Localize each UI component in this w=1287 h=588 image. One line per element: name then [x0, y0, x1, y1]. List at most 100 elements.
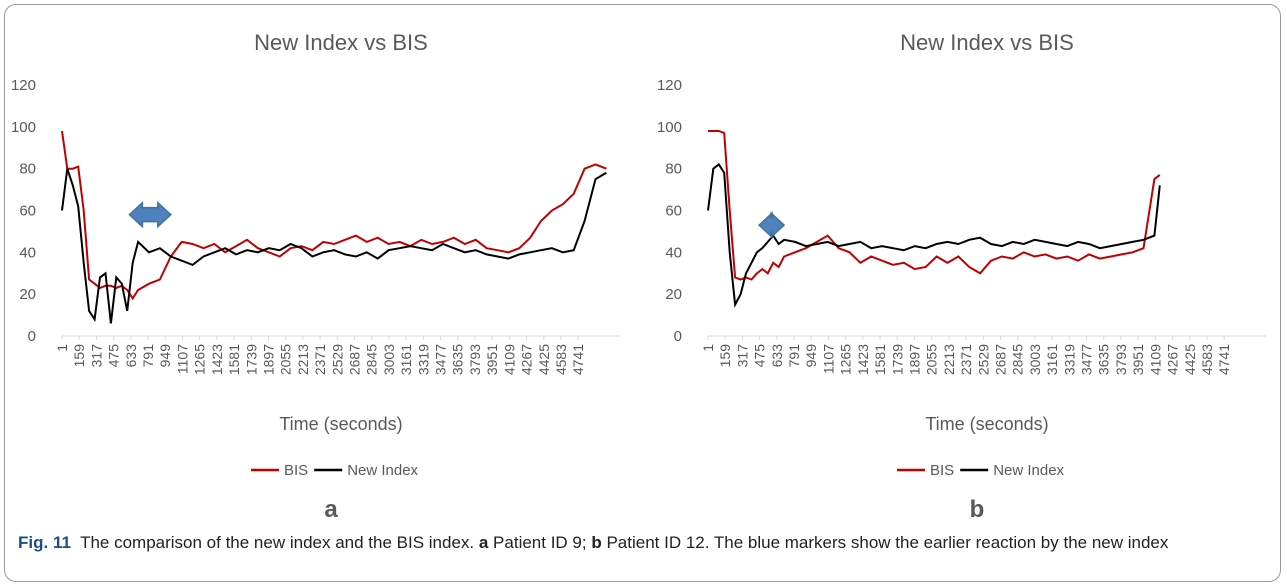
y-tick-label: 0	[28, 328, 36, 345]
y-tick-label: 80	[665, 161, 682, 178]
legend-label: BIS	[284, 462, 308, 479]
x-tick-label: 791	[786, 344, 802, 368]
x-tick-label: 4741	[570, 344, 586, 375]
x-tick-label: 4741	[1216, 344, 1232, 375]
x-tick-label: 475	[106, 344, 122, 368]
x-tick-label: 1265	[192, 344, 208, 375]
x-tick-label: 3161	[1044, 344, 1060, 375]
x-tick-label: 3319	[415, 344, 431, 375]
x-tick-label: 3635	[1096, 344, 1112, 375]
x-tick-label: 2687	[347, 344, 363, 375]
x-tick-label: 1423	[209, 344, 225, 375]
x-tick-label: 2055	[278, 344, 294, 375]
x-tick-label: 633	[123, 344, 139, 368]
x-tick-label: 2845	[364, 344, 380, 375]
x-axis-title: Time (seconds)	[279, 414, 402, 434]
figure-frame	[4, 4, 1281, 582]
x-tick-label: 1897	[906, 344, 922, 375]
x-tick-label: 4109	[501, 344, 517, 375]
x-tick-label: 317	[88, 344, 104, 368]
y-tick-label: 20	[19, 286, 36, 303]
y-tick-label: 120	[11, 77, 36, 94]
x-tick-label: 1739	[243, 344, 259, 375]
x-tick-label: 2371	[958, 344, 974, 375]
x-tick-label: 949	[157, 344, 173, 368]
x-tick-label: 1423	[855, 344, 871, 375]
x-tick-label: 1	[54, 344, 70, 352]
x-tick-label: 4425	[1182, 344, 1198, 375]
x-tick-label: 791	[140, 344, 156, 368]
x-tick-label: 2213	[941, 344, 957, 375]
x-tick-label: 2213	[295, 344, 311, 375]
x-tick-label: 949	[803, 344, 819, 368]
legend-label: New Index	[993, 462, 1064, 479]
x-tick-label: 4583	[553, 344, 569, 375]
caption-panel: a	[478, 533, 489, 552]
y-tick-label: 20	[665, 286, 682, 303]
reaction-marker	[128, 200, 172, 229]
x-tick-label: 159	[71, 344, 87, 368]
x-tick-label: 4267	[519, 344, 535, 375]
data-line	[61, 168, 607, 324]
x-tick-label: 4583	[1199, 344, 1215, 375]
x-tick-label: 2529	[329, 344, 345, 375]
x-tick-label: 317	[734, 344, 750, 368]
x-tick-label: 1	[700, 344, 716, 352]
x-tick-label: 1107	[174, 344, 190, 374]
reaction-marker	[757, 211, 786, 239]
y-tick-label: 100	[11, 119, 36, 136]
data-line	[708, 130, 1161, 281]
x-tick-label: 3793	[467, 344, 483, 375]
y-tick-label: 100	[657, 119, 682, 136]
x-tick-label: 2687	[993, 344, 1009, 375]
x-tick-label: 2055	[924, 344, 940, 375]
data-line	[707, 163, 1161, 308]
caption: Fig. 11 The comparison of the new index …	[18, 530, 1268, 555]
x-tick-label: 633	[769, 344, 785, 368]
legend-label: BIS	[930, 462, 954, 479]
caption-text: The comparison of the new index and the …	[80, 533, 479, 552]
caption-text: Patient ID 12. The blue markers show the…	[601, 533, 1169, 552]
x-tick-label: 3951	[484, 344, 500, 375]
x-tick-label: 4425	[536, 344, 552, 375]
y-tick-label: 60	[665, 203, 682, 220]
x-tick-label: 1581	[226, 344, 242, 375]
x-tick-label: 3477	[433, 344, 449, 375]
x-tick-label: 3635	[450, 344, 466, 375]
x-tick-label: 3003	[381, 344, 397, 375]
x-tick-label: 1897	[260, 344, 276, 375]
x-axis-title: Time (seconds)	[925, 414, 1048, 434]
x-tick-label: 159	[717, 344, 733, 368]
chart-title: New Index vs BIS	[254, 30, 428, 55]
x-tick-label: 3003	[1027, 344, 1043, 375]
x-tick-label: 3951	[1130, 344, 1146, 375]
x-tick-label: 4109	[1147, 344, 1163, 375]
panel-label: a	[324, 496, 338, 523]
x-tick-label: 1107	[820, 344, 836, 374]
caption-label: Fig. 11	[18, 533, 71, 552]
x-tick-label: 1739	[889, 344, 905, 375]
x-tick-label: 2371	[312, 344, 328, 375]
y-tick-label: 40	[665, 244, 682, 261]
x-tick-label: 2529	[975, 344, 991, 375]
y-tick-label: 60	[19, 203, 36, 220]
legend-label: New Index	[347, 462, 418, 479]
y-tick-label: 120	[657, 77, 682, 94]
caption-text: Patient ID 9;	[488, 533, 592, 552]
x-tick-label: 3319	[1061, 344, 1077, 375]
y-tick-label: 40	[19, 244, 36, 261]
x-tick-label: 3793	[1113, 344, 1129, 375]
x-tick-label: 1265	[838, 344, 854, 375]
x-tick-label: 3161	[398, 344, 414, 375]
caption-panel: b	[591, 533, 602, 552]
panel-label: b	[970, 496, 985, 523]
x-tick-label: 1581	[872, 344, 888, 375]
y-tick-label: 80	[19, 161, 36, 178]
chart-title: New Index vs BIS	[900, 30, 1074, 55]
x-tick-label: 475	[752, 344, 768, 368]
x-tick-label: 3477	[1079, 344, 1095, 375]
x-tick-label: 4267	[1165, 344, 1181, 375]
y-tick-label: 0	[674, 328, 682, 345]
